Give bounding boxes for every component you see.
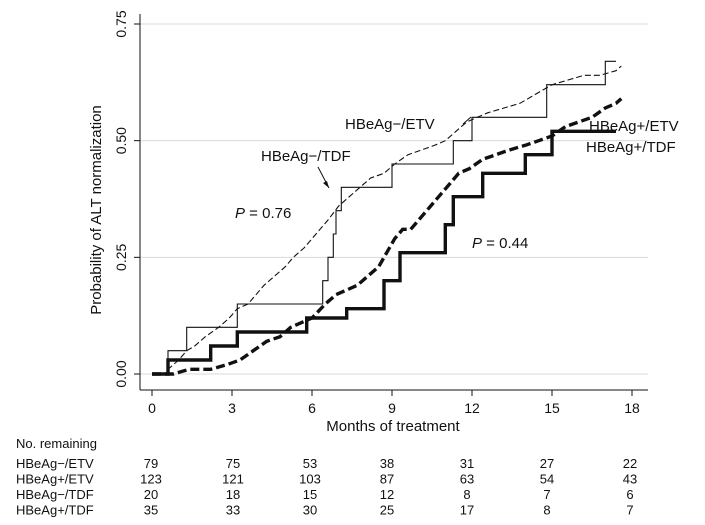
risk-row-label: HBeAg+/TDF xyxy=(16,503,94,518)
risk-row-label: HBeAg−/ETV xyxy=(16,456,94,471)
risk-cell: 121 xyxy=(222,472,244,487)
risk-cell: 17 xyxy=(460,503,474,518)
risk-cell: 87 xyxy=(380,472,394,487)
risk-row-label: HBeAg+/ETV xyxy=(16,472,94,487)
risk-cell: 30 xyxy=(303,503,317,518)
series-hbeag-tdf xyxy=(152,60,616,375)
series-hbeag-tdf xyxy=(152,129,616,376)
pointer-line xyxy=(462,116,472,125)
risk-cell: 25 xyxy=(380,503,394,518)
x-tick-label: 9 xyxy=(388,400,396,416)
x-tick-label: 0 xyxy=(148,400,156,416)
risk-cell: 53 xyxy=(303,456,317,471)
p-value-positive: P = 0.44 xyxy=(472,235,528,252)
x-tick-label: 15 xyxy=(544,400,560,416)
risk-cell: 8 xyxy=(543,503,550,518)
risk-cell: 12 xyxy=(380,487,394,502)
risk-cell: 35 xyxy=(144,503,158,518)
risk-cell: 15 xyxy=(303,487,317,502)
axes: 0.00 0.25 0.50 0.75 0 3 6 9 12 15 18 xyxy=(113,10,648,416)
label-hbeag-pos-etv: HBeAg+/ETV xyxy=(589,118,679,135)
risk-cell: 38 xyxy=(380,456,394,471)
risk-cell: 31 xyxy=(460,456,474,471)
y-tick-label: 0.50 xyxy=(113,127,129,154)
y-axis-title: Probability of ALT normalization xyxy=(88,105,105,315)
x-axis-title: Months of treatment xyxy=(326,418,460,435)
risk-cell: 8 xyxy=(463,487,470,502)
series-lines xyxy=(152,60,623,376)
risk-cell: 7 xyxy=(543,487,550,502)
risk-cell: 123 xyxy=(140,472,162,487)
x-tick-label: 12 xyxy=(464,400,480,416)
annotations: HBeAg−/ETV HBeAg−/TDF P = 0.76 P = 0.44 HBeA… xyxy=(235,116,679,252)
x-tick-label: 18 xyxy=(624,400,640,416)
p-value-negative: P = 0.76 xyxy=(235,205,291,222)
risk-cell: 63 xyxy=(460,472,474,487)
series-hbeag-etv xyxy=(152,97,623,376)
label-hbeag-neg-etv: HBeAg−/ETV xyxy=(345,116,435,133)
risk-cell: 33 xyxy=(226,503,240,518)
risk-cell: 20 xyxy=(144,487,158,502)
gridlines xyxy=(140,23,648,375)
x-tick-label: 6 xyxy=(308,400,316,416)
risk-cell: 79 xyxy=(144,456,158,471)
risk-cell: 43 xyxy=(623,472,637,487)
risk-cell: 27 xyxy=(540,456,554,471)
y-tick-label: 0.00 xyxy=(113,360,129,387)
risk-cell: 7 xyxy=(626,503,633,518)
risk-cell: 6 xyxy=(626,487,633,502)
risk-cell: 75 xyxy=(226,456,240,471)
y-tick-label: 0.25 xyxy=(113,243,129,270)
label-hbeag-neg-tdf: HBeAg−/TDF xyxy=(261,148,351,165)
risk-cell: 22 xyxy=(623,456,637,471)
risk-table: No. remaining HBeAg−/ETV 79 75 53 38 31 27 22 HBe… xyxy=(16,436,637,518)
y-tick-label: 0.75 xyxy=(113,10,129,37)
risk-row-label: HBeAg−/TDF xyxy=(16,487,94,502)
risk-cell: 54 xyxy=(540,472,554,487)
pointer-arrowhead xyxy=(323,181,329,188)
risk-table-title: No. remaining xyxy=(16,436,97,451)
risk-cell: 103 xyxy=(299,472,321,487)
x-tick-label: 3 xyxy=(228,400,236,416)
risk-cell: 18 xyxy=(226,487,240,502)
label-hbeag-pos-tdf: HBeAg+/TDF xyxy=(586,139,676,156)
